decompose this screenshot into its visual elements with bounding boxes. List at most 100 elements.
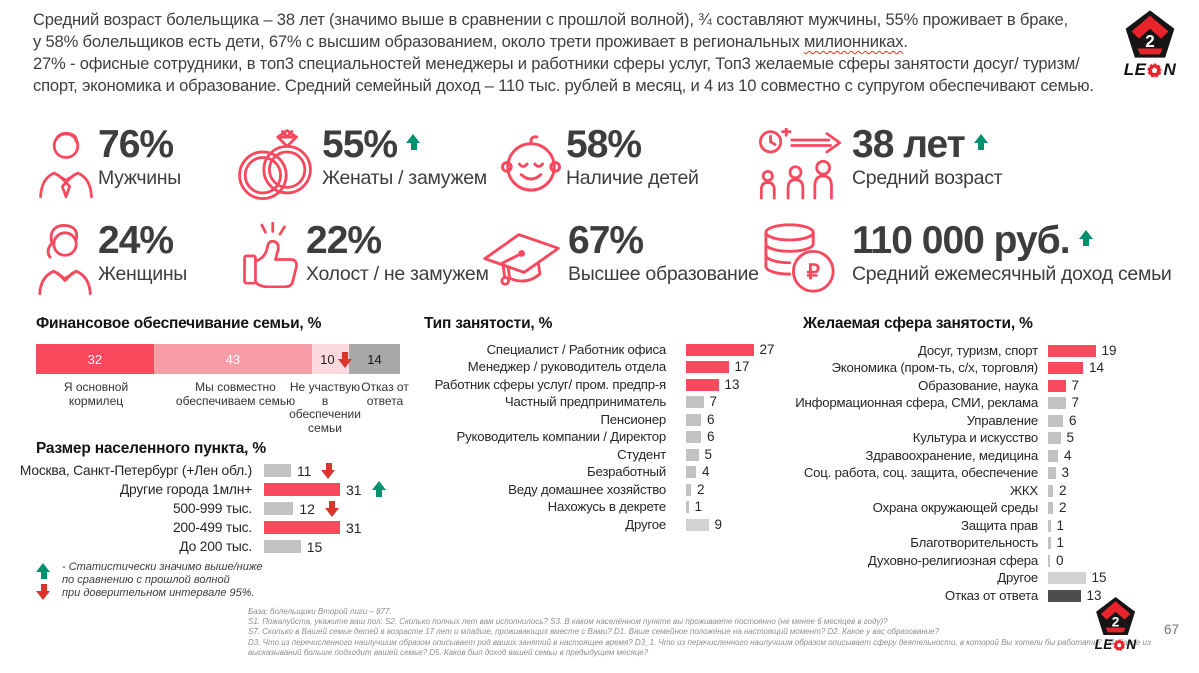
bar-label: Здравоохранение, медицина <box>865 448 1038 463</box>
summary-line-4: спорт, экономика и образование. Средний … <box>33 76 1094 95</box>
bar-value: 13 <box>1086 588 1102 603</box>
bar <box>1048 396 1066 409</box>
stat-label: Женщины <box>98 263 188 285</box>
bar-label: Нахожусь в декрете <box>547 499 667 514</box>
bar-value: 7 <box>1071 378 1080 393</box>
soccer-ball-icon <box>1147 62 1162 78</box>
stat-value: 55% <box>322 124 487 166</box>
bar-value: 5 <box>704 447 713 462</box>
bar-label: Веду домашнее хозяйство <box>508 482 666 497</box>
bar-value: 15 <box>1091 570 1107 585</box>
bar-value: 6 <box>707 412 715 427</box>
bar-label: Я основной кормилец <box>63 380 129 408</box>
bar-label: Частный предприниматель <box>504 394 666 409</box>
thumbs-up-icon <box>240 221 300 293</box>
bar <box>1048 536 1051 549</box>
legend-line: - Статистически значимо выше/ниже <box>62 561 263 573</box>
down-arrow-icon <box>36 583 51 600</box>
stat-income: 110 000 руб. Средний ежемесячный доход с… <box>852 220 1172 286</box>
up-arrow-icon <box>973 134 989 151</box>
bar <box>686 413 701 426</box>
bar <box>686 430 701 443</box>
bar-label: До 200 тыс. <box>179 539 252 554</box>
bar <box>1048 466 1056 479</box>
table-row: Специалист / Работник офиса 27 <box>350 341 775 358</box>
bar <box>686 465 696 478</box>
table-row: Информационная сфера, СМИ, реклама 7 <box>770 394 1079 411</box>
bar-value: 15 <box>306 538 323 555</box>
svg-text:2: 2 <box>1145 32 1155 51</box>
up-arrow-icon <box>371 481 387 498</box>
bar-label: Работник сферы услуг/ пром. предпр-я <box>434 377 667 392</box>
stat-label: Высшее образование <box>568 263 759 285</box>
stat-value: 76% <box>98 123 174 166</box>
bar <box>264 483 340 496</box>
page-number: 67 <box>1164 622 1180 637</box>
summary-paragraph: Средний возраст болельщика – 38 лет (зна… <box>33 9 1123 97</box>
table-row: Благотворительность 1 <box>770 534 1064 551</box>
bar-value: 27 <box>759 342 775 357</box>
bar-value: 14 <box>367 351 382 367</box>
stat-value: 24% <box>98 219 174 262</box>
svg-text:₽: ₽ <box>807 261 821 284</box>
bar-segment: 10 <box>311 344 352 374</box>
leon-badge-icon: 2 <box>1096 597 1136 635</box>
stat-label: Наличие детей <box>566 167 699 189</box>
down-arrow-icon <box>321 462 336 479</box>
logo-text-n: N <box>1163 60 1177 79</box>
stat-value: 22% <box>306 219 382 262</box>
table-row: Защита прав 1 <box>770 517 1064 534</box>
bar <box>686 343 754 356</box>
table-row: Веду домашнее хозяйство 2 <box>350 481 704 498</box>
table-row: Здравоохранение, медицина 4 <box>770 447 1072 464</box>
woman-icon <box>36 222 94 301</box>
bar-value: 19 <box>1101 343 1117 358</box>
bar-label: Не участвую в обеспечении семьи <box>289 380 361 435</box>
bar-value: 7 <box>1071 395 1080 410</box>
summary-line-3: 27% - офисные сотрудники, в топ3 специал… <box>33 54 1080 73</box>
footnote-line: S1. Пожалуйста, укажите ваш пол: S2. Ско… <box>248 617 888 627</box>
bar <box>686 448 699 461</box>
financial-chart-title: Финансовое обеспечивание семьи, % <box>36 315 322 332</box>
bar-label: 500-999 тыс. <box>172 501 252 516</box>
bar-value: 4 <box>1064 448 1072 463</box>
table-row: Духовно-религиозная сфера 0 <box>770 552 1064 569</box>
employment-chart-title: Тип занятости, % <box>424 315 553 332</box>
bar-label: Отказ от ответа <box>944 588 1038 603</box>
misspelled-word: милионниках <box>803 32 904 51</box>
settlement-chart-title: Размер населенного пункта, % <box>36 440 266 457</box>
bar-value: 14 <box>1089 360 1105 375</box>
significance-legend-text: - Статистически значимо выше/ниже по сра… <box>62 561 263 600</box>
bar-value: 31 <box>345 481 362 498</box>
bar-value: 9 <box>714 517 723 532</box>
table-row: Студент 5 <box>350 446 712 463</box>
stat-children: 58% Наличие детей <box>566 124 699 190</box>
table-row: Руководитель компании / Директор 6 <box>350 428 715 445</box>
bar-segment: 32 <box>36 344 154 374</box>
bar <box>686 378 719 391</box>
stat-value: 38 лет <box>852 124 1002 166</box>
bar-segment: 14 <box>348 344 401 374</box>
summary-line-1: Средний возраст болельщика – 38 лет (зна… <box>33 10 1068 29</box>
bar <box>686 483 691 496</box>
stat-single: 22% Холост / не замужем <box>306 219 489 286</box>
bar-value: 4 <box>702 464 710 479</box>
table-row: Другое 9 <box>350 516 722 533</box>
bar-label: Менеджер / руководитель отдела <box>467 359 666 374</box>
table-row: Управление 6 <box>770 412 1077 429</box>
bar-label: Другое <box>625 517 666 532</box>
financial-stacked-bar: 32 43 10 14 <box>36 344 401 374</box>
table-row: Другое 15 <box>770 569 1107 586</box>
bar-label: Студент <box>617 447 666 462</box>
bar-label: Отказ от ответа <box>361 380 409 408</box>
bar-label: Москва, Санкт-Петербург (+Лен обл.) <box>19 463 252 478</box>
bar-label: Духовно-религиозная сфера <box>867 553 1038 568</box>
bar <box>1048 589 1081 602</box>
baby-icon <box>500 134 562 199</box>
bar-label: Другое <box>997 570 1038 585</box>
table-row: Образование, наука 7 <box>770 377 1079 394</box>
bar <box>1048 431 1061 444</box>
footnote-line: S7. Сколько в Вашей семье детей в возрас… <box>248 627 940 637</box>
bar-value: 32 <box>87 351 103 367</box>
